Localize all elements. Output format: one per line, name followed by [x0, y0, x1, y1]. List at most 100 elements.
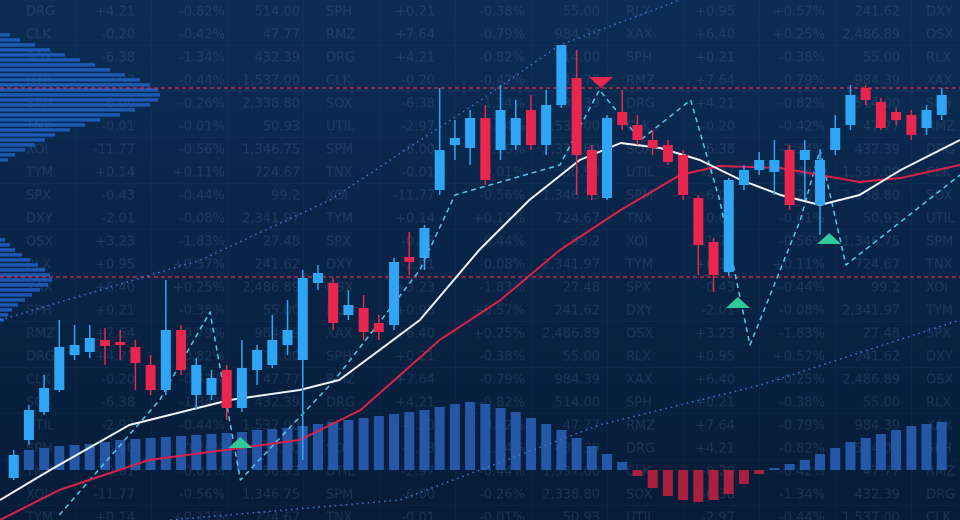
- candle-body: [176, 330, 187, 370]
- candle-body: [480, 118, 491, 180]
- candle-body: [617, 112, 628, 125]
- profile-bar: [0, 58, 80, 62]
- candle-body: [647, 140, 658, 148]
- histogram-bar: [662, 470, 673, 496]
- candle-body: [830, 128, 841, 150]
- profile-bar: [0, 283, 48, 287]
- profile-bar: [0, 148, 25, 152]
- histogram-bar: [571, 438, 582, 470]
- histogram-bar: [389, 414, 400, 470]
- profile-bar: [0, 128, 70, 132]
- candle-body: [8, 455, 19, 478]
- histogram-bar: [875, 434, 886, 470]
- histogram-bar: [312, 424, 323, 470]
- profile-bar: [0, 238, 5, 242]
- histogram-bar: [99, 442, 110, 470]
- histogram-bar: [495, 408, 506, 470]
- histogram-bar: [39, 448, 50, 470]
- histogram-bar: [708, 470, 719, 500]
- histogram-bar: [130, 439, 141, 470]
- candle-body: [145, 365, 156, 390]
- candle-body: [54, 347, 65, 390]
- histogram-bar: [252, 430, 263, 470]
- candle-body: [860, 88, 871, 100]
- candle-body: [662, 145, 673, 162]
- histogram-bar: [343, 420, 354, 470]
- profile-bar: [0, 273, 50, 277]
- candle-body: [115, 342, 126, 345]
- profile-bar: [0, 103, 150, 107]
- profile-bar: [0, 138, 45, 142]
- histogram-bar: [191, 435, 202, 470]
- candle-body: [236, 368, 247, 408]
- profile-bar: [0, 278, 52, 282]
- profile-bar: [0, 303, 18, 307]
- signal-marker: [228, 437, 253, 448]
- candle-body: [891, 112, 902, 120]
- candle-body: [419, 228, 430, 258]
- profile-bar: [0, 73, 125, 77]
- profile-bar: [0, 118, 100, 122]
- profile-bar: [0, 263, 38, 267]
- histogram-bar: [678, 470, 689, 500]
- profile-bar: [0, 308, 12, 312]
- histogram-bar: [465, 402, 476, 470]
- candle-body: [84, 338, 95, 352]
- profile-bar: [0, 253, 22, 257]
- histogram-bar: [69, 445, 80, 470]
- histogram-bar: [860, 438, 871, 470]
- indicator-line: [0, 164, 960, 520]
- histogram-bar: [84, 444, 95, 470]
- histogram-bar: [891, 430, 902, 470]
- candle-body: [586, 150, 597, 195]
- histogram-bar: [921, 424, 932, 470]
- signal-marker: [588, 77, 613, 88]
- profile-bar: [0, 143, 35, 147]
- candle-body: [769, 160, 780, 172]
- histogram-bar: [647, 470, 658, 488]
- candle-body: [130, 347, 141, 363]
- candle-body: [815, 160, 826, 205]
- candle-body: [206, 378, 217, 395]
- profile-bar: [0, 113, 120, 117]
- profile-bar: [0, 78, 140, 82]
- candle-body: [434, 150, 445, 190]
- profile-bar: [0, 243, 10, 247]
- profile-bar: [0, 133, 55, 137]
- candle-body: [389, 262, 400, 325]
- histogram-bar: [784, 464, 795, 470]
- histogram-bar: [632, 470, 643, 476]
- signal-marker: [817, 233, 842, 244]
- candle-body: [39, 388, 50, 412]
- candle-body: [784, 150, 795, 205]
- histogram-bar: [693, 470, 704, 502]
- histogram-bar: [145, 438, 156, 470]
- candle-body: [221, 370, 232, 408]
- candle-body: [69, 345, 80, 355]
- histogram-bar: [23, 450, 34, 470]
- histogram-bar: [556, 430, 567, 470]
- profile-bar: [0, 48, 50, 52]
- histogram-bar: [282, 428, 293, 470]
- candle-body: [906, 115, 917, 135]
- histogram-bar: [936, 422, 947, 470]
- histogram-bar: [845, 442, 856, 470]
- profile-bar: [0, 258, 30, 262]
- candle-body: [343, 305, 354, 315]
- candle-body: [525, 110, 536, 145]
- candle-body: [404, 257, 415, 262]
- profile-bar: [0, 108, 135, 112]
- candle-body: [602, 118, 613, 198]
- histogram-bar: [115, 440, 126, 470]
- histogram-bar: [449, 404, 460, 470]
- candle-body: [312, 273, 323, 283]
- candle-body: [358, 308, 369, 332]
- profile-bar: [0, 153, 15, 157]
- candle-body: [875, 102, 886, 128]
- candle-body: [632, 125, 643, 140]
- histogram-bar: [525, 418, 536, 470]
- histogram-bar: [769, 468, 780, 470]
